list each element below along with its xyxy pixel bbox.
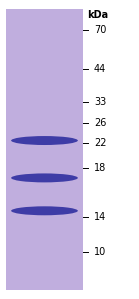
Text: 14: 14 bbox=[94, 212, 106, 222]
Text: 70: 70 bbox=[94, 25, 106, 35]
Bar bbox=[6, 9, 83, 290]
Text: 44: 44 bbox=[94, 64, 106, 74]
Text: 33: 33 bbox=[94, 97, 106, 107]
Text: kDa: kDa bbox=[88, 10, 109, 20]
Text: 26: 26 bbox=[94, 118, 106, 128]
Text: 10: 10 bbox=[94, 247, 106, 257]
Ellipse shape bbox=[11, 173, 78, 182]
Ellipse shape bbox=[11, 136, 78, 145]
Ellipse shape bbox=[11, 206, 78, 215]
Text: 18: 18 bbox=[94, 163, 106, 173]
Text: 22: 22 bbox=[94, 138, 106, 148]
